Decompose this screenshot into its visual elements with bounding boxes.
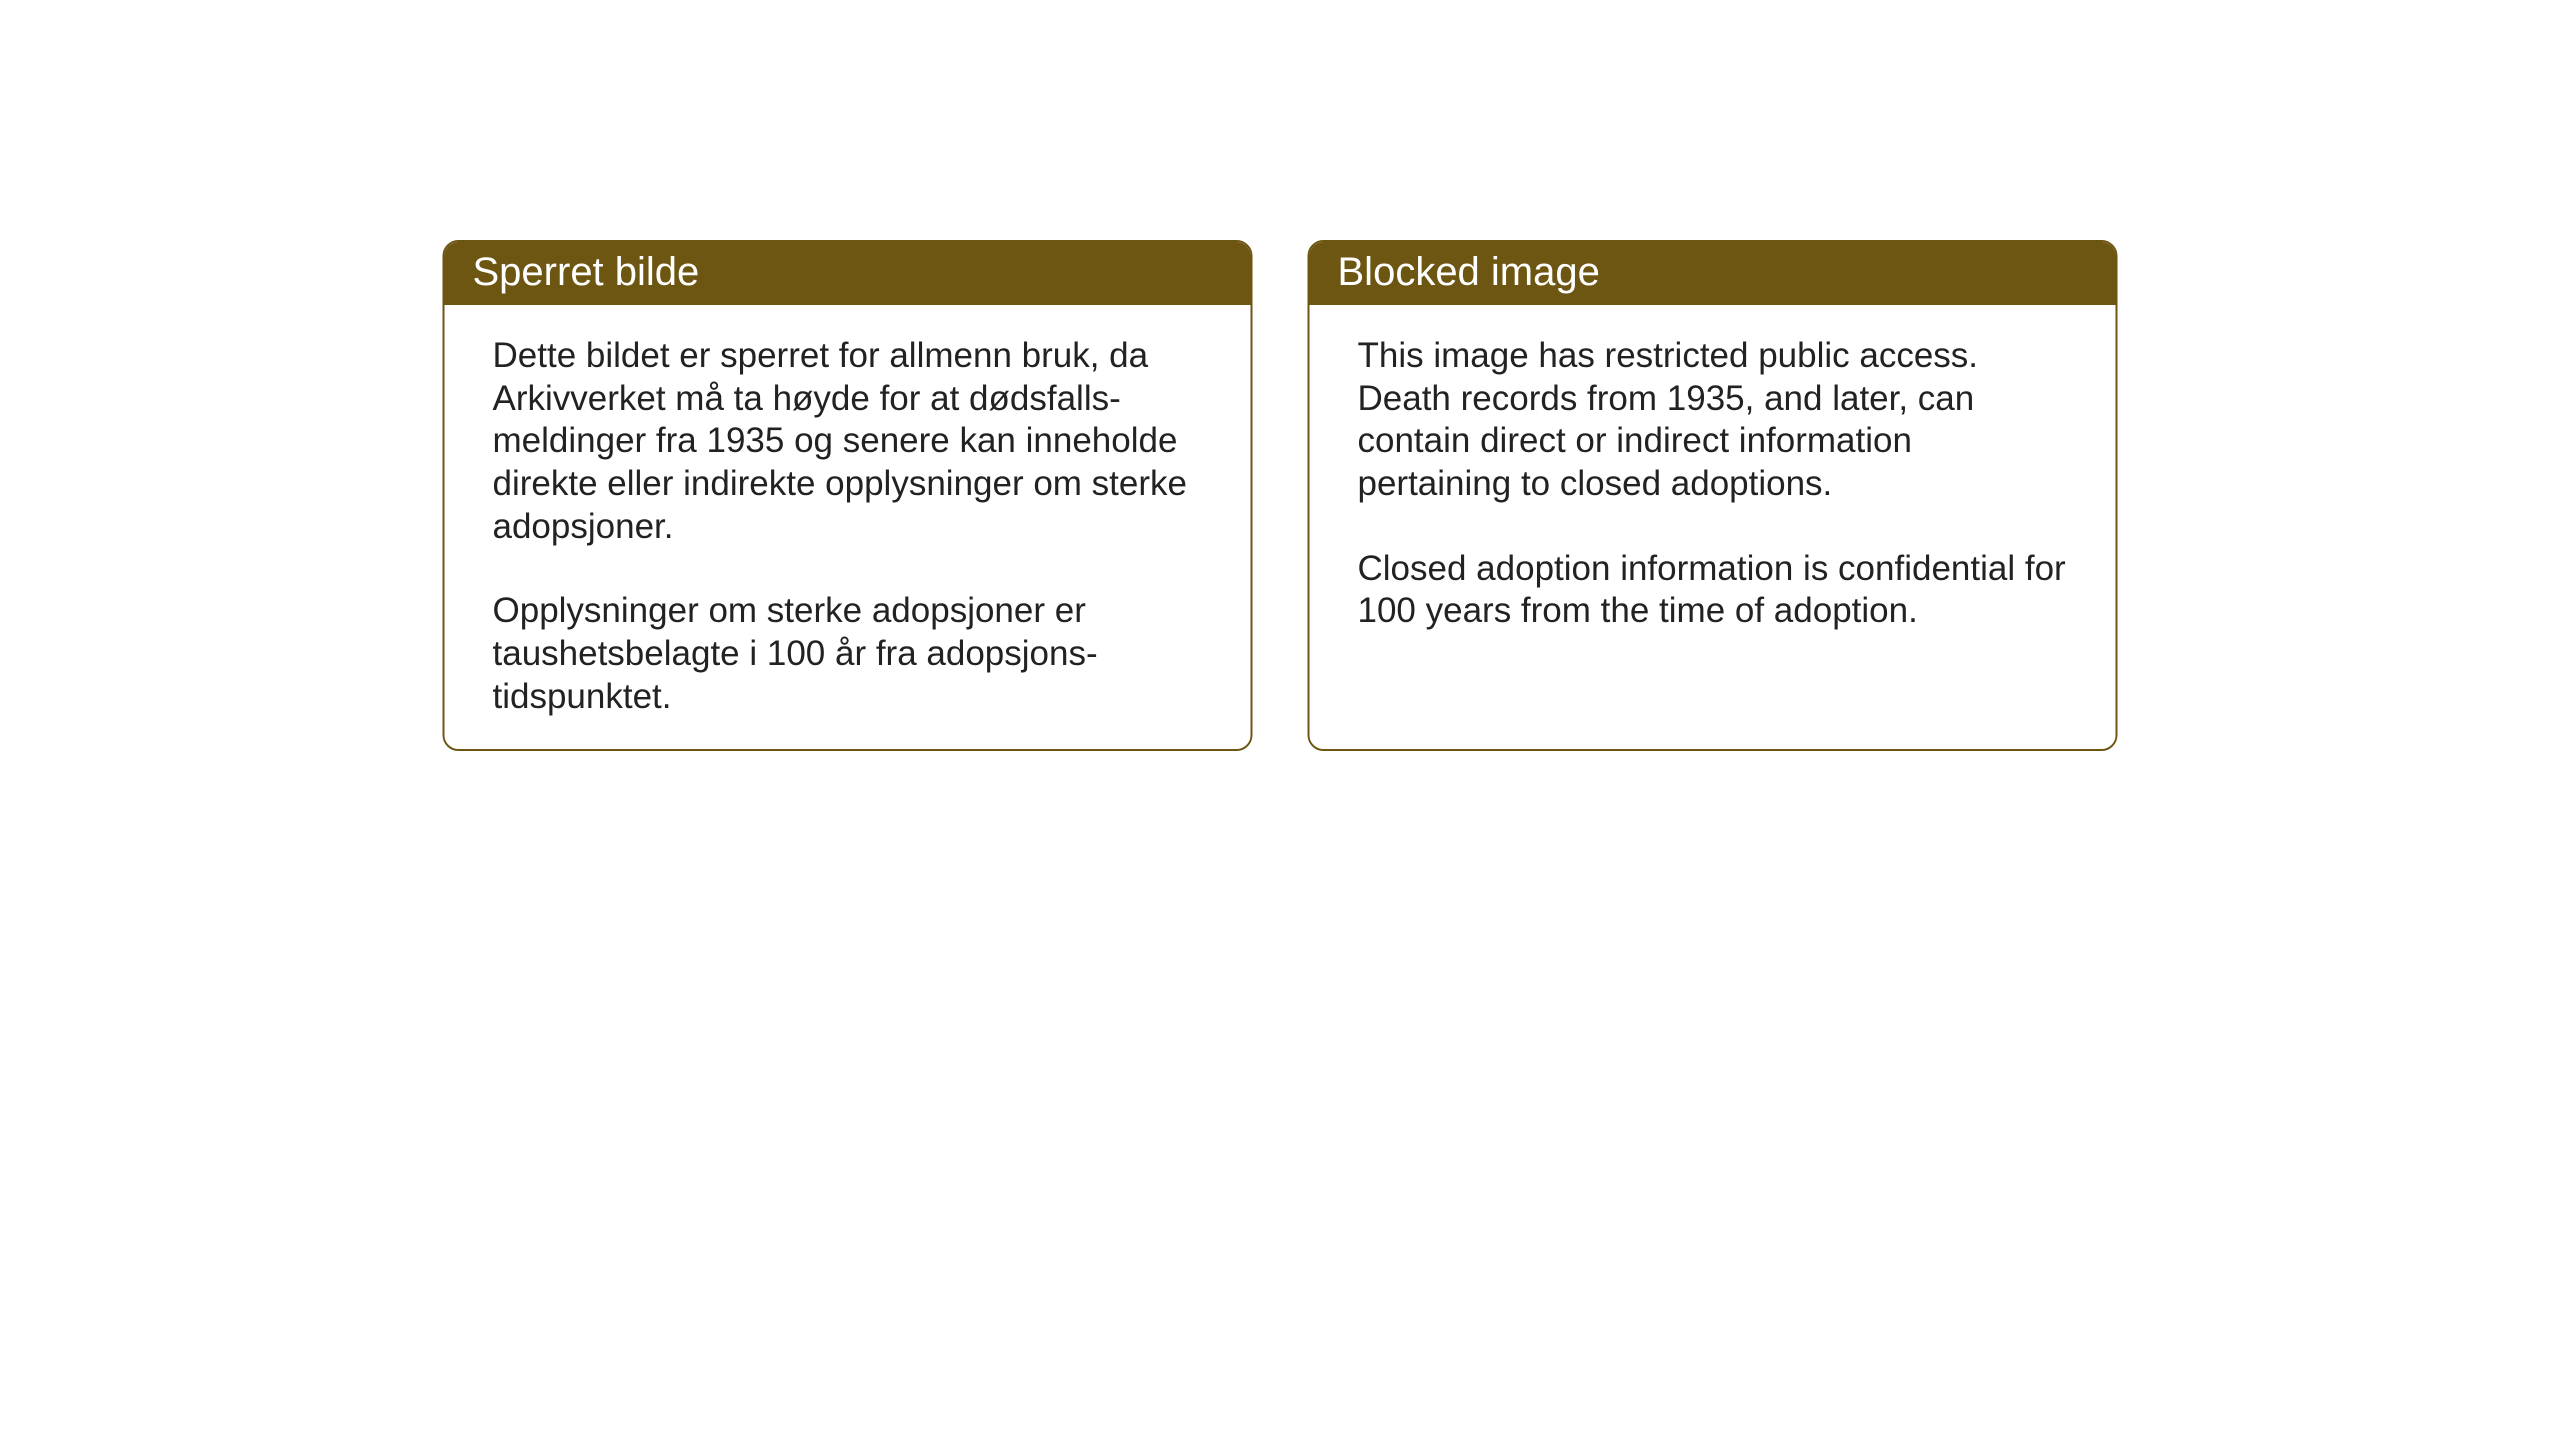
notice-container: Sperret bilde Dette bildet er sperret fo… <box>443 240 2118 751</box>
card-body-norwegian: Dette bildet er sperret for allmenn bruk… <box>445 305 1251 749</box>
card-paragraph-norwegian-1: Dette bildet er sperret for allmenn bruk… <box>493 335 1203 548</box>
notice-card-norwegian: Sperret bilde Dette bildet er sperret fo… <box>443 240 1253 751</box>
card-title-norwegian: Sperret bilde <box>473 250 700 294</box>
card-paragraph-norwegian-2: Opplysninger om sterke adopsjoner er tau… <box>493 590 1203 718</box>
card-title-english: Blocked image <box>1338 250 1600 294</box>
card-paragraph-english-2: Closed adoption information is confident… <box>1358 548 2068 633</box>
card-paragraph-english-1: This image has restricted public access.… <box>1358 335 2068 506</box>
notice-card-english: Blocked image This image has restricted … <box>1308 240 2118 751</box>
card-body-english: This image has restricted public access.… <box>1310 305 2116 749</box>
card-header-english: Blocked image <box>1310 242 2116 305</box>
card-header-norwegian: Sperret bilde <box>445 242 1251 305</box>
